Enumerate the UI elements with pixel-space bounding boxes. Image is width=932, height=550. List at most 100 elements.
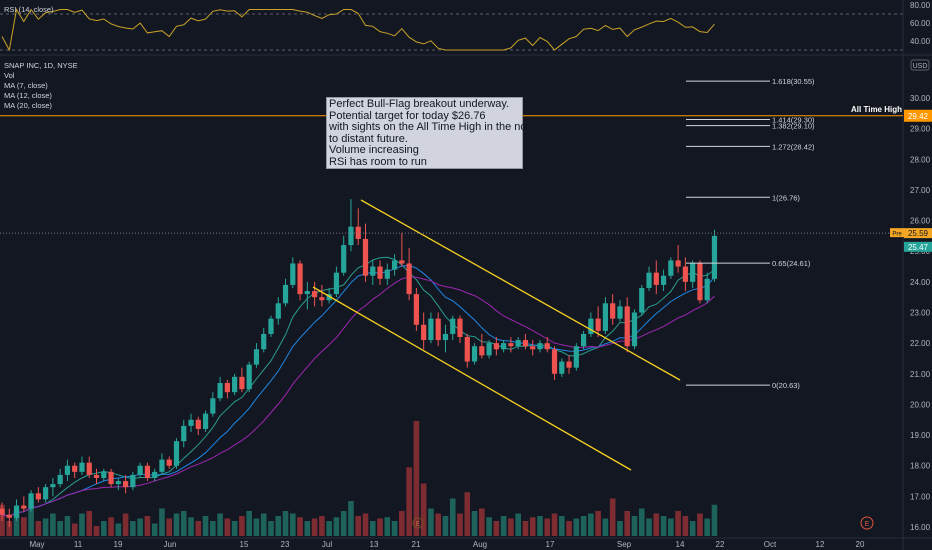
volume-bar	[609, 498, 616, 536]
candle	[668, 257, 674, 279]
candle	[57, 468, 63, 488]
volume-bar	[340, 511, 347, 536]
flag-channel[interactable]	[312, 199, 681, 471]
volume-bar	[384, 517, 391, 536]
annotation-note[interactable]: Perfect Bull-Flag breakout underway. Pot…	[326, 97, 530, 169]
volume-bar	[588, 513, 594, 536]
fib-extension[interactable]: 1.618(30.55) 1.414(29.30)1.382(29.10) 1.27…	[686, 77, 815, 390]
price-tick-label: 20.00	[910, 400, 931, 409]
candle-body	[559, 361, 565, 374]
candle	[631, 309, 638, 350]
candle	[13, 499, 20, 521]
candle	[217, 376, 223, 402]
volume-bar	[57, 521, 63, 536]
candle	[202, 410, 209, 433]
candle	[617, 300, 623, 322]
volume-bar	[304, 521, 311, 536]
price-tick-label: 24.00	[910, 278, 931, 287]
candle	[188, 413, 194, 433]
fib-level-label: 1.618(30.55)	[772, 77, 815, 86]
candle-body	[522, 340, 529, 347]
candle-body	[50, 484, 56, 488]
candle-body	[210, 398, 216, 414]
note-line: Volume increasing	[329, 144, 419, 157]
volume-bar	[558, 516, 565, 536]
earnings-marker-1[interactable]: E	[412, 517, 424, 529]
volume-bar	[638, 508, 645, 536]
candle	[515, 337, 521, 350]
volume-bar	[646, 518, 652, 536]
candle-body	[57, 474, 63, 485]
volume-bar	[420, 483, 427, 536]
candle	[108, 468, 114, 488]
time-tick-label: Oct	[764, 540, 777, 549]
candle-body	[6, 514, 12, 518]
candle	[413, 287, 419, 331]
candle	[304, 281, 310, 310]
candle	[6, 508, 12, 527]
time-tick-label: 12	[816, 540, 825, 549]
candle-body	[653, 272, 659, 285]
candle	[588, 312, 594, 338]
pre-price-tag	[904, 228, 932, 239]
volume-bar	[595, 511, 601, 536]
volume-bar	[500, 516, 507, 536]
candle-body	[304, 291, 310, 295]
volume-bar	[79, 513, 85, 536]
time-tick-label: 23	[281, 540, 290, 549]
candle-body	[21, 505, 27, 509]
candle	[406, 248, 412, 301]
candle-body	[486, 343, 492, 356]
channel-lower-line[interactable]	[312, 286, 632, 471]
candle	[348, 199, 354, 252]
volume-bar	[369, 521, 376, 536]
volume-bar	[529, 517, 536, 536]
candle	[319, 284, 325, 307]
ath-label: All Time High	[851, 105, 902, 114]
channel-upper-line[interactable]	[360, 199, 681, 381]
note-line: to distant future.	[329, 132, 408, 145]
volume-bar	[13, 511, 20, 536]
note-line: with sights on the All Time High in the …	[329, 121, 530, 134]
volume-bar	[108, 517, 114, 536]
candle	[551, 346, 558, 380]
candle	[428, 312, 434, 344]
volume-bar	[406, 467, 412, 536]
fib-level-label: 1.414(29.30)	[772, 115, 815, 124]
volume-bar	[282, 511, 289, 536]
candle	[711, 229, 718, 282]
candle	[544, 337, 550, 353]
rsi-tick-label: 60.00	[910, 19, 931, 28]
candle	[355, 208, 361, 246]
candle-body	[217, 382, 223, 399]
candle	[399, 232, 405, 267]
candle-body	[617, 306, 623, 319]
candle-body	[399, 260, 405, 264]
candle-body	[435, 318, 441, 341]
candle-body	[457, 318, 463, 338]
candle-body	[464, 337, 470, 362]
candle	[268, 315, 274, 338]
candle-body	[602, 303, 609, 331]
volume-bar	[711, 504, 718, 536]
candle-body	[428, 318, 434, 341]
candle	[530, 340, 536, 356]
earnings-letter: E	[416, 521, 421, 528]
volume-bar	[391, 521, 398, 536]
currency-badge[interactable]	[910, 59, 930, 71]
candle-body	[115, 481, 121, 485]
volume-bar	[428, 508, 434, 536]
candle	[573, 343, 579, 371]
candle-body	[471, 346, 478, 362]
volume-bar	[202, 516, 209, 536]
volume-bar	[64, 516, 71, 536]
volume-bar	[362, 513, 369, 536]
candle-body	[588, 318, 594, 334]
candle-body	[333, 272, 340, 295]
candle	[50, 477, 56, 497]
candle-body	[624, 306, 630, 347]
candle	[522, 333, 529, 350]
earnings-marker-2[interactable]: E	[860, 516, 874, 530]
volume-bar	[217, 513, 223, 536]
